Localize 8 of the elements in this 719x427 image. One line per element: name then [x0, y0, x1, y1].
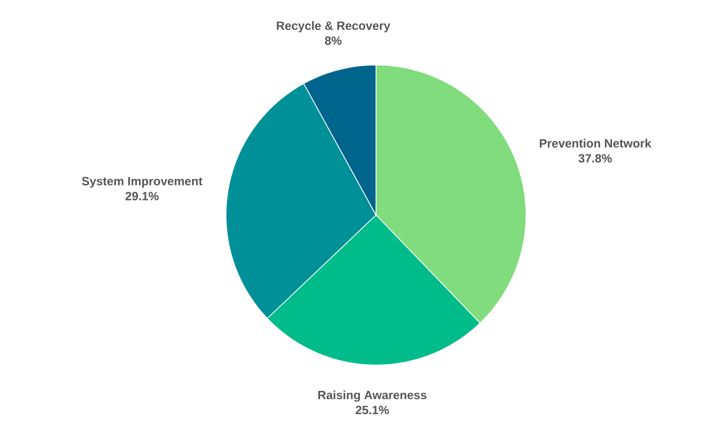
slice-label: Raising Awareness — [318, 390, 426, 402]
slice-label: Prevention Network — [540, 138, 652, 148]
data-label: 37.8% — [578, 154, 612, 163]
data-label: 29.1% — [126, 192, 159, 200]
data-label: 25.1% — [356, 406, 389, 414]
slice-label: System Improvement — [82, 176, 202, 188]
slice-label: Recycle & Recovery — [276, 21, 390, 32]
data-label: 8% — [324, 36, 342, 45]
